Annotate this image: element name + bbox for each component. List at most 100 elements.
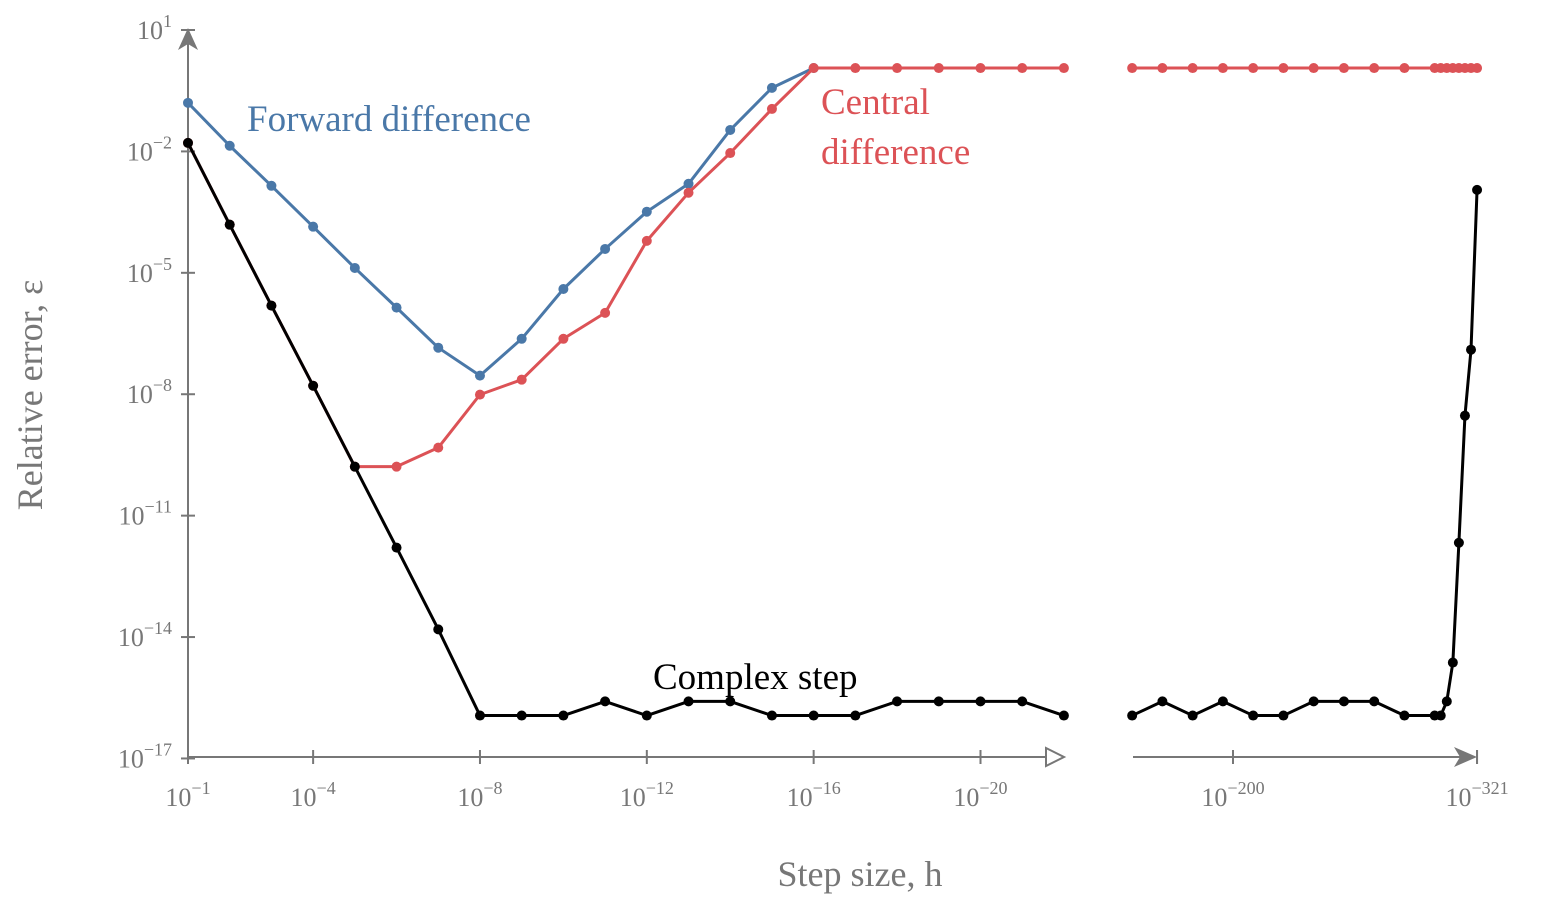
complex-point xyxy=(1399,710,1410,721)
complex-step-label: Complex step xyxy=(653,657,858,698)
tick-exponent: −11 xyxy=(145,497,172,517)
y-tick-label: 10−17 xyxy=(118,739,172,773)
complex-point xyxy=(1157,696,1168,707)
forward-point xyxy=(183,97,193,108)
tick-exponent: −8 xyxy=(153,375,172,395)
tick-exponent: 1 xyxy=(163,11,172,31)
forward-point xyxy=(725,124,736,135)
tick-exponent: −8 xyxy=(483,778,502,798)
tick-exponent: −20 xyxy=(979,778,1007,798)
y-tick-label: 10−8 xyxy=(127,375,172,409)
complex-point xyxy=(183,137,193,148)
tick-base: 10 xyxy=(620,783,646,812)
forward-difference-label: Forward difference xyxy=(247,99,531,140)
forward-point xyxy=(433,342,444,353)
series xyxy=(183,63,1483,721)
central-difference-label-line1: Central xyxy=(821,82,930,123)
central-point xyxy=(975,63,986,74)
central-point xyxy=(558,333,569,344)
x-tick-label: 10−8 xyxy=(457,778,502,812)
tick-exponent: −17 xyxy=(144,739,172,759)
complex-point xyxy=(1017,696,1028,707)
forward-point xyxy=(224,140,235,151)
central-point xyxy=(391,461,402,472)
complex-point xyxy=(1447,657,1458,668)
tick-exponent: −2 xyxy=(153,132,172,152)
complex-point xyxy=(1217,696,1228,707)
x-axis-label: Step size, h xyxy=(778,854,943,894)
central-point xyxy=(1369,63,1380,74)
complex-point xyxy=(1472,184,1483,195)
complex-point xyxy=(641,710,652,721)
complex-point xyxy=(266,300,277,311)
central-point xyxy=(1157,63,1168,74)
complex-point xyxy=(433,624,444,635)
x-tick-label: 10−321 xyxy=(1445,778,1508,812)
complex-point xyxy=(683,696,694,707)
y-tick-label: 101 xyxy=(137,11,172,45)
forward-point xyxy=(474,370,485,381)
central-point xyxy=(600,307,611,318)
forward-point xyxy=(349,262,360,273)
complex-point xyxy=(808,710,819,721)
complex-point xyxy=(474,710,485,721)
tick-exponent: −5 xyxy=(153,254,172,274)
tick-base: 10 xyxy=(118,623,144,652)
forward-point xyxy=(683,178,694,189)
complex-line xyxy=(1131,189,1479,718)
x-axis-right-arrow xyxy=(1454,747,1477,767)
series-complex xyxy=(183,137,1483,721)
tick-base: 10 xyxy=(165,783,191,812)
tick-exponent: −16 xyxy=(813,778,841,798)
tick-exponent: −4 xyxy=(317,778,336,798)
central-point xyxy=(850,63,861,74)
complex-point xyxy=(850,710,861,721)
y-tick-label: 10−2 xyxy=(127,132,172,166)
complex-point xyxy=(1187,710,1198,721)
central-difference-label-line2: difference xyxy=(821,132,970,173)
tick-exponent: −1 xyxy=(191,778,210,798)
x-axis-left-arrow xyxy=(1045,746,1067,768)
complex-point xyxy=(725,696,736,707)
central-point xyxy=(1248,63,1259,74)
complex-point xyxy=(516,710,527,721)
tick-base: 10 xyxy=(787,783,813,812)
y-tick-label: 10−11 xyxy=(119,497,172,531)
complex-point xyxy=(766,710,777,721)
forward-point xyxy=(600,243,611,254)
central-point xyxy=(1399,63,1410,74)
complex-point xyxy=(975,696,986,707)
forward-line xyxy=(186,66,815,378)
forward-point xyxy=(766,82,777,93)
complex-point xyxy=(892,696,903,707)
complex-point xyxy=(1127,710,1138,721)
y-axis-label: Relative error, ε xyxy=(10,280,50,511)
central-point xyxy=(1058,63,1069,74)
complex-point xyxy=(1369,696,1380,707)
x-ticks: 10−1 10−4 10−8 10−12 10−16 10−20 10−200 10−321 xyxy=(165,750,1509,812)
complex-point xyxy=(1459,410,1470,421)
central-point xyxy=(1338,63,1349,74)
central-point xyxy=(892,63,903,74)
central-point xyxy=(1278,63,1289,74)
central-point xyxy=(683,187,694,198)
tick-exponent: −12 xyxy=(646,778,674,798)
complex-point xyxy=(600,696,611,707)
central-point xyxy=(1472,63,1483,74)
central-point xyxy=(1127,63,1138,74)
tick-base: 10 xyxy=(457,783,483,812)
complex-point xyxy=(1441,696,1452,707)
complex-point xyxy=(1248,710,1259,721)
complex-point xyxy=(1338,696,1349,707)
central-point xyxy=(1308,63,1319,74)
x-tick-label: 10−16 xyxy=(787,778,841,812)
x-tick-label: 10−4 xyxy=(291,778,336,812)
forward-point xyxy=(516,333,527,344)
tick-base: 10 xyxy=(1201,783,1227,812)
central-point xyxy=(1217,63,1228,74)
tick-base: 10 xyxy=(953,783,979,812)
central-point xyxy=(933,63,944,74)
central-point xyxy=(1017,63,1028,74)
